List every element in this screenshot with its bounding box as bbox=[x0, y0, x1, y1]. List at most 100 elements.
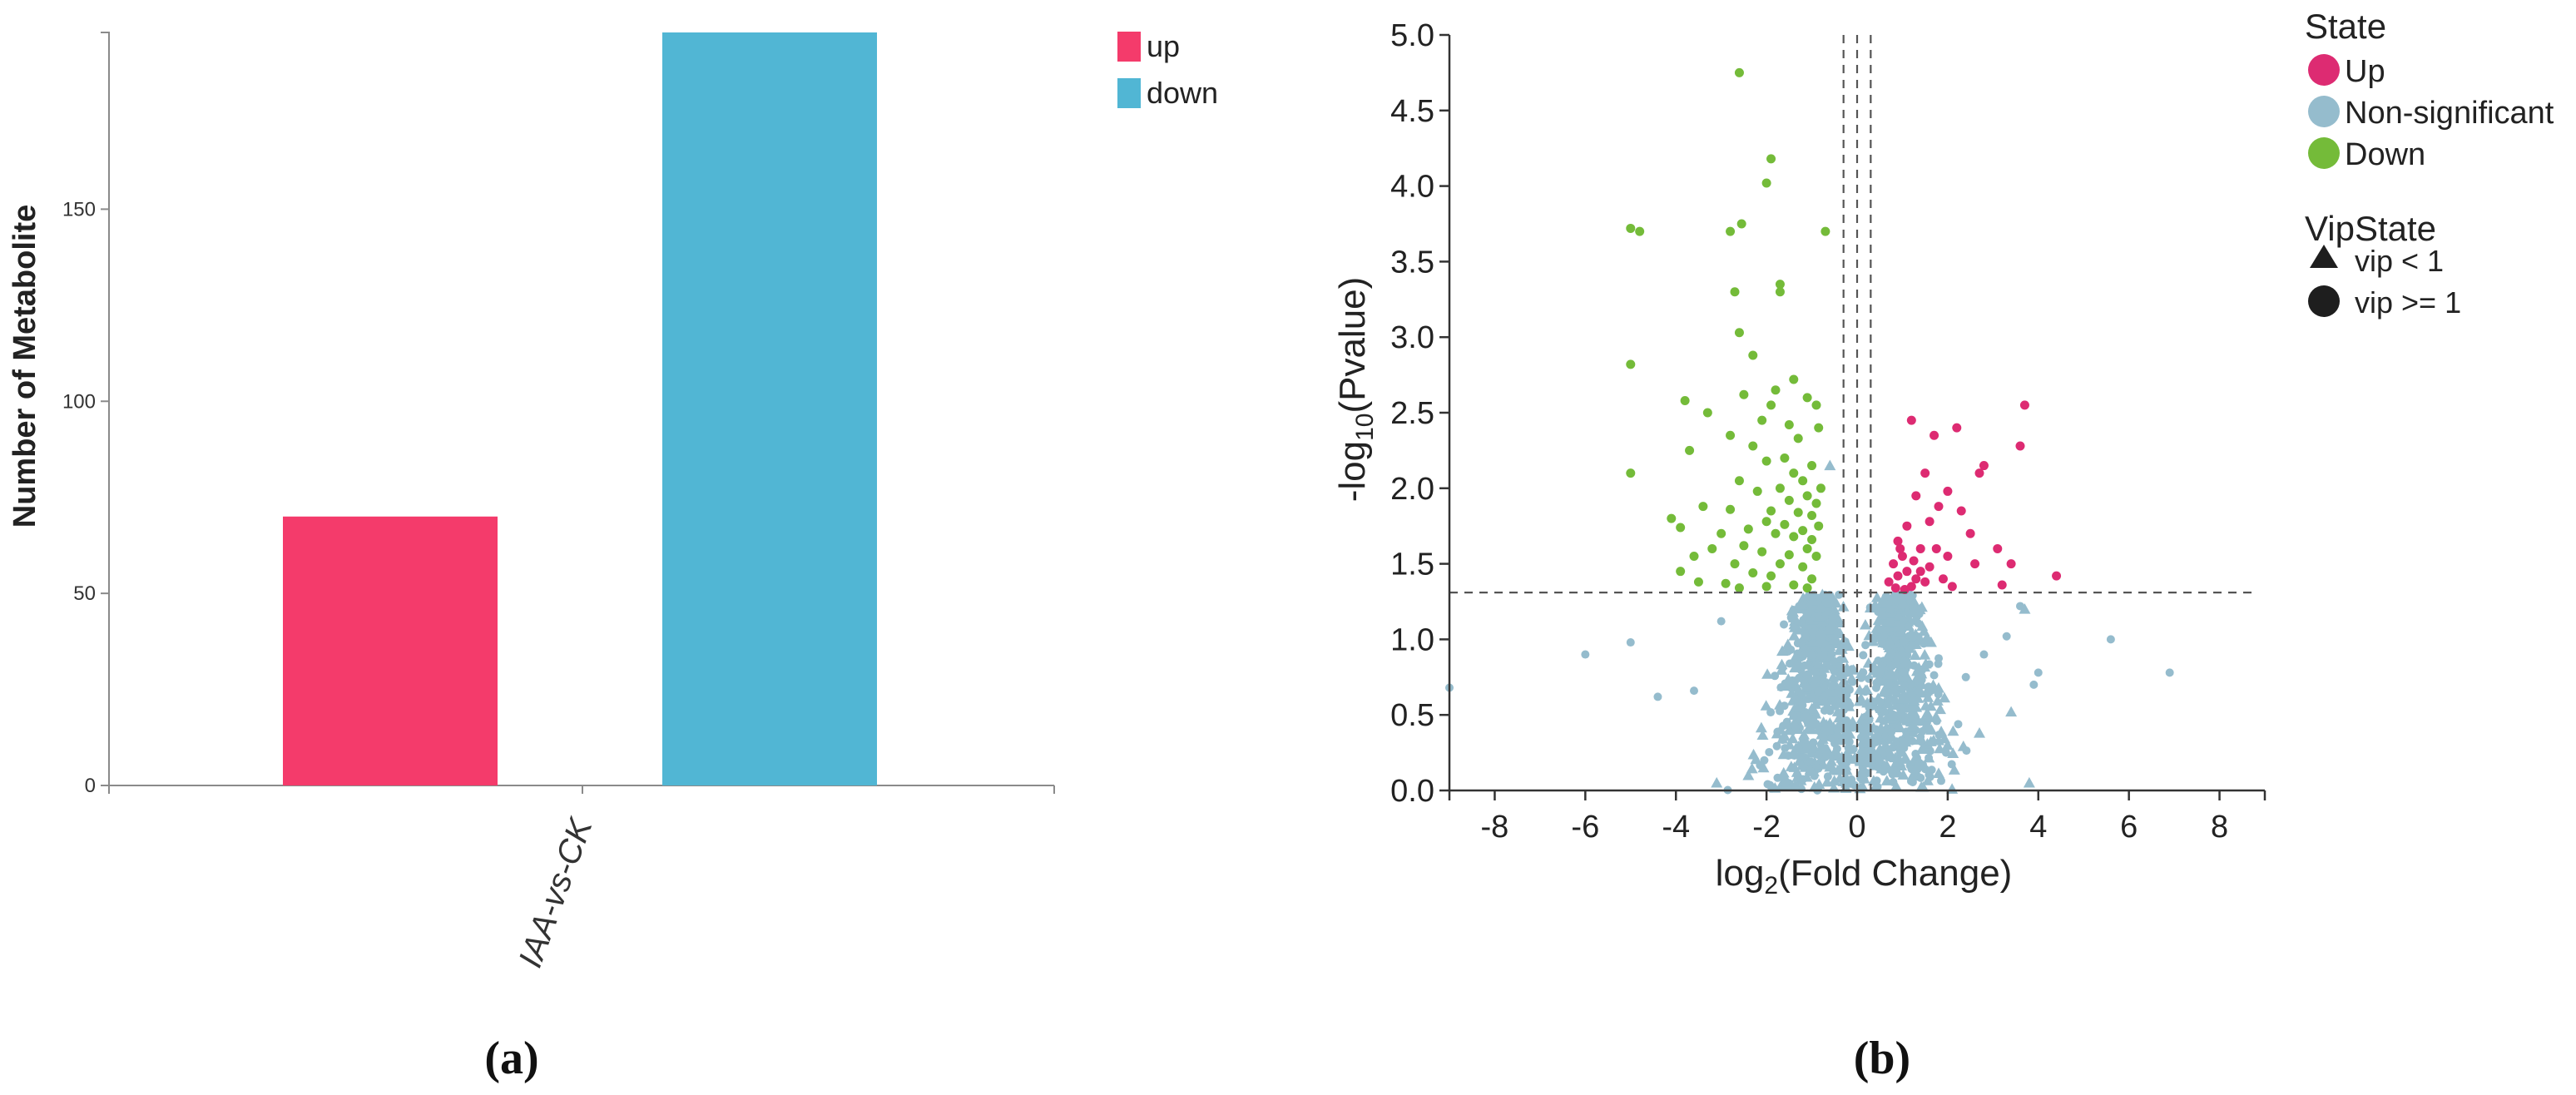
volcano-point-triangle bbox=[1805, 604, 1817, 616]
volcano-point-triangle bbox=[1880, 597, 1892, 608]
ylabel-subscript: 10 bbox=[1351, 414, 1379, 441]
volcano-point-triangle bbox=[1874, 743, 1886, 754]
volcano-point bbox=[1807, 461, 1817, 471]
volcano-point bbox=[1734, 476, 1744, 486]
volcano-point-triangle bbox=[1884, 615, 1896, 627]
volcano-point-triangle bbox=[1906, 721, 1919, 732]
volcano-point bbox=[1748, 567, 1758, 577]
volcano-point-triangle bbox=[1825, 756, 1838, 766]
volcano-point-triangle bbox=[1755, 721, 1767, 733]
volcano-point bbox=[1791, 722, 1801, 731]
volcano-point bbox=[1931, 543, 1941, 553]
bar-y-ticks: 0 50 100 150 bbox=[62, 198, 109, 797]
volcano-point-triangle bbox=[1821, 597, 1833, 608]
volcano-point-triangle bbox=[1925, 736, 1937, 746]
volcano-point-triangle bbox=[1806, 723, 1818, 735]
volcano-point bbox=[1653, 692, 1662, 701]
volcano-point bbox=[1873, 782, 1882, 791]
volcano-point bbox=[1879, 716, 1888, 726]
volcano-point bbox=[1902, 521, 1912, 531]
volcano-point bbox=[1757, 547, 1767, 557]
volcano-point-triangle bbox=[1859, 618, 1871, 630]
volcano-point bbox=[1793, 434, 1803, 443]
volcano-point bbox=[1909, 556, 1919, 566]
volcano-point-triangle bbox=[1859, 746, 1871, 757]
volcano-point-triangle bbox=[1806, 613, 1819, 625]
volcano-point-triangle bbox=[1796, 759, 1808, 770]
volcano-point-triangle bbox=[1777, 766, 1790, 778]
volcano-point bbox=[1689, 552, 1699, 562]
volcano-point bbox=[1889, 743, 1898, 752]
volcano-point-triangle bbox=[1974, 726, 1985, 738]
volcano-point-triangle bbox=[1821, 720, 1833, 731]
volcano-point bbox=[1809, 628, 1818, 637]
volcano-point bbox=[1925, 562, 1934, 572]
volcano-point bbox=[2165, 668, 2174, 677]
volcano-point-triangle bbox=[1894, 756, 1906, 767]
volcano-point-triangle bbox=[2023, 776, 2035, 788]
volcano-x-tick-label: 6 bbox=[2120, 810, 2138, 845]
volcano-point-triangle bbox=[1742, 769, 1755, 780]
legend-vip-title: VipState bbox=[2305, 209, 2436, 248]
volcano-point-triangle bbox=[1855, 766, 1868, 777]
volcano-point bbox=[1875, 697, 1885, 706]
volcano-point-triangle bbox=[1816, 728, 1828, 740]
volcano-point bbox=[1811, 552, 1821, 562]
volcano-point-triangle bbox=[1869, 599, 1881, 610]
volcano-point-triangle bbox=[1807, 593, 1820, 604]
legend-state-label: Non-significant bbox=[2345, 96, 2554, 131]
volcano-point bbox=[1943, 486, 1953, 496]
volcano-point bbox=[1952, 423, 1962, 433]
volcano-point-triangle bbox=[1888, 685, 1900, 696]
volcano-point bbox=[2002, 632, 2011, 641]
volcano-point bbox=[1626, 359, 1636, 369]
volcano-point bbox=[1766, 400, 1776, 410]
volcano-point-triangle bbox=[1800, 743, 1812, 754]
legend-state-title: State bbox=[2305, 7, 2386, 46]
volcano-point bbox=[1739, 389, 1749, 399]
volcano-point bbox=[1997, 580, 2007, 590]
volcano-point bbox=[1803, 670, 1812, 679]
volcano-point-triangle bbox=[1886, 731, 1899, 742]
volcano-point bbox=[1970, 559, 1980, 569]
volcano-point-triangle bbox=[1809, 665, 1821, 676]
volcano-point-triangle bbox=[1948, 764, 1960, 775]
volcano-point bbox=[1743, 524, 1753, 534]
volcano-point-triangle bbox=[1797, 647, 1810, 658]
volcano-point-triangle bbox=[1883, 746, 1895, 757]
volcano-point bbox=[1726, 504, 1736, 514]
volcano-point-triangle bbox=[1790, 614, 1802, 626]
ylabel-prefix: -log bbox=[1332, 441, 1373, 502]
volcano-y-ticks: 0.0 0.5 1.0 1.5 2.0 2.5 3.0 3.5 4.0 4.5 5.0 bbox=[1390, 18, 1449, 809]
volcano-point bbox=[1930, 671, 1939, 680]
volcano-point bbox=[1811, 675, 1821, 684]
volcano-point bbox=[1816, 483, 1825, 493]
volcano-point bbox=[1816, 652, 1825, 661]
volcano-x-tick-label: 4 bbox=[2029, 810, 2047, 845]
volcano-point-triangle bbox=[1906, 606, 1919, 617]
volcano-point-triangle bbox=[1903, 658, 1915, 669]
volcano-point bbox=[1865, 674, 1874, 683]
volcano-point-triangle bbox=[1883, 697, 1895, 709]
volcano-y-tick-label: 1.0 bbox=[1390, 622, 1434, 657]
volcano-point bbox=[1887, 648, 1896, 657]
volcano-point bbox=[1789, 468, 1799, 478]
volcano-point bbox=[1943, 552, 1953, 562]
volcano-point bbox=[1721, 578, 1731, 588]
bar-chart-panel: 0 50 100 150 IAA-vs-CK Number of Metabolite… bbox=[7, 29, 1218, 1084]
volcano-point bbox=[1807, 535, 1817, 545]
volcano-point bbox=[1667, 513, 1677, 523]
volcano-point bbox=[1801, 682, 1810, 691]
volcano-point-triangle bbox=[1845, 672, 1858, 683]
volcano-x-tick-label: 0 bbox=[1848, 810, 1865, 845]
volcano-point bbox=[1798, 476, 1808, 486]
volcano-point bbox=[1825, 687, 1835, 696]
volcano-point-triangle bbox=[1938, 691, 1950, 703]
volcano-point-triangle bbox=[1817, 759, 1830, 770]
volcano-point bbox=[1766, 154, 1776, 164]
volcano-point bbox=[1899, 616, 1908, 625]
volcano-point bbox=[1730, 559, 1740, 569]
volcano-point bbox=[1761, 178, 1771, 188]
legend-vip-label: vip >= 1 bbox=[2355, 285, 2461, 320]
volcano-point bbox=[1789, 711, 1798, 721]
